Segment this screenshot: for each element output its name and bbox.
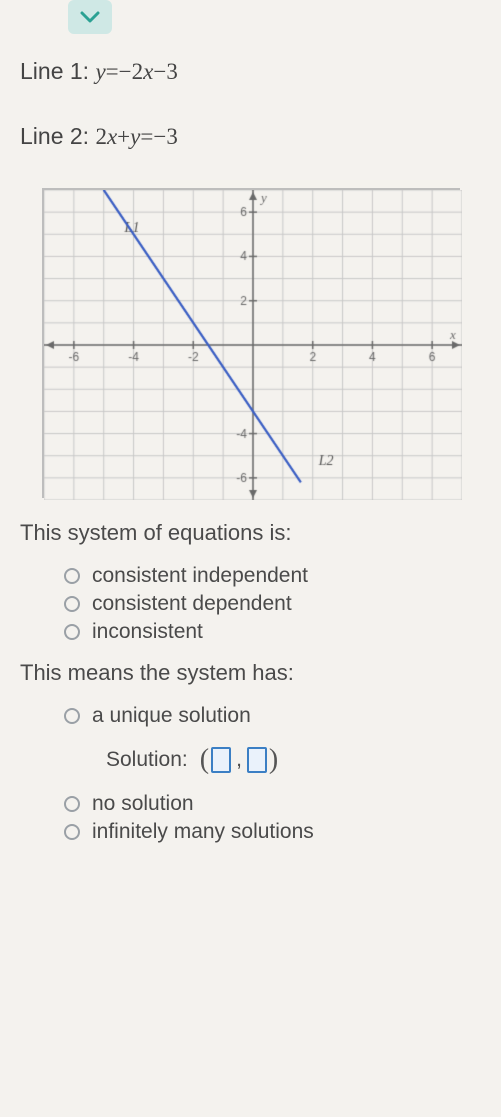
radio-icon [64,824,80,840]
line2-lhs-var1: x [107,124,117,149]
line1-lhs-var: y [95,59,105,84]
question2-options: a unique solution [64,704,481,728]
line1-equation: Line 1: y=−2x−3 [20,58,481,85]
line2-rhs: −3 [153,124,177,149]
question1-prompt: This system of equations is: [20,520,481,546]
paren-close-icon: ) [269,744,278,776]
question2-options-b: no solution infinitely many solutions [64,792,481,844]
paren-open-icon: ( [200,744,209,776]
line1-rhs-var: x [143,59,153,84]
question1-options: consistent independent consistent depend… [64,564,481,644]
line1-rhs-b: −3 [153,59,177,84]
line1-rhs-a: −2 [119,59,143,84]
radio-icon [64,708,80,724]
line1-eq: = [106,59,119,84]
radio-icon [64,596,80,612]
option-inconsistent[interactable]: inconsistent [64,620,481,644]
line2-label: Line 2: [20,123,95,149]
option-consistent-independent[interactable]: consistent independent [64,564,481,588]
option-label: a unique solution [92,704,251,728]
graph-panel [42,188,460,498]
option-label: consistent independent [92,564,308,588]
option-infinitely-many[interactable]: infinitely many solutions [64,820,481,844]
solution-y-input[interactable] [247,747,267,773]
coordinate-chart [44,190,462,500]
solution-x-input[interactable] [211,747,231,773]
question2-prompt: This means the system has: [20,660,481,686]
option-label: consistent dependent [92,592,292,616]
option-no-solution[interactable]: no solution [64,792,481,816]
line2-plus: + [117,124,130,149]
line2-equation: Line 2: 2x+y=−3 [20,123,481,150]
radio-icon [64,624,80,640]
solution-label: Solution: [106,748,188,772]
expand-button[interactable] [68,0,112,34]
chevron-down-icon [80,10,100,24]
radio-icon [64,796,80,812]
solution-row: Solution: ( , ) [106,744,481,776]
line2-lhs-var2: y [130,124,140,149]
radio-icon [64,568,80,584]
option-consistent-dependent[interactable]: consistent dependent [64,592,481,616]
option-label: inconsistent [92,620,203,644]
line2-eq: = [140,124,153,149]
line1-label: Line 1: [20,58,95,84]
option-label: no solution [92,792,194,816]
option-label: infinitely many solutions [92,820,314,844]
solution-comma: , [236,748,242,772]
option-unique-solution[interactable]: a unique solution [64,704,481,728]
line2-lhs-a: 2 [95,124,107,149]
